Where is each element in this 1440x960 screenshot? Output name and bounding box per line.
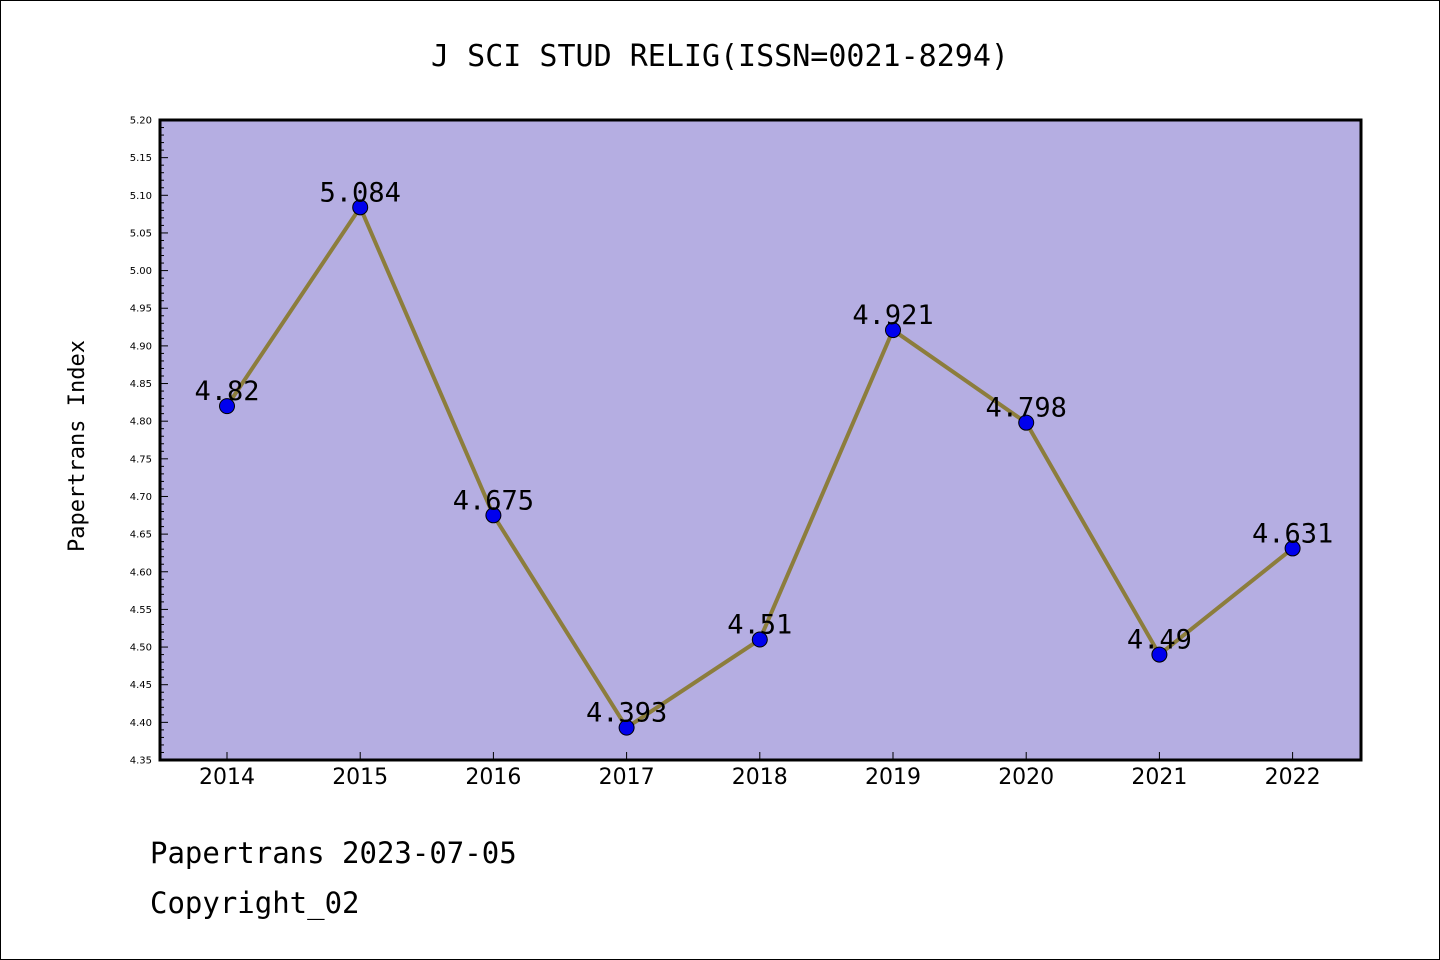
chart-title: J SCI STUD RELIG(ISSN=0021-8294) xyxy=(431,39,1009,74)
y-tick-label: 4.90 xyxy=(130,341,152,352)
data-label: 4.393 xyxy=(586,698,667,729)
y-tick-label: 4.65 xyxy=(130,530,152,541)
y-tick-label: 4.75 xyxy=(130,454,152,465)
marker-group xyxy=(219,199,1301,736)
data-point xyxy=(1018,414,1035,431)
footer-source: Papertrans 2023-07-05 xyxy=(150,836,517,870)
data-point xyxy=(618,719,635,736)
x-tick-label: 2022 xyxy=(1265,765,1321,790)
data-point xyxy=(485,507,502,524)
data-label: 4.798 xyxy=(986,393,1067,424)
footer-copyright: Copyright_02 xyxy=(150,886,360,921)
data-label: 4.49 xyxy=(1127,625,1192,656)
data-point xyxy=(751,631,768,648)
y-tick-label: 5.15 xyxy=(130,153,152,164)
data-point xyxy=(352,199,369,216)
y-tick-label: 4.45 xyxy=(130,680,152,691)
x-tick-label: 2019 xyxy=(865,765,921,790)
data-label: 4.51 xyxy=(727,610,792,641)
x-tick-label: 2018 xyxy=(732,765,788,790)
x-tick-label: 2017 xyxy=(599,765,655,790)
plot-border xyxy=(158,118,1363,762)
y-tick-label: 4.55 xyxy=(130,605,152,616)
data-point xyxy=(1151,646,1168,663)
y-tick-label: 4.35 xyxy=(130,756,152,767)
data-label: 5.084 xyxy=(320,177,401,208)
x-tick-label: 2015 xyxy=(332,765,388,790)
plot-area xyxy=(160,120,1361,760)
data-point xyxy=(885,322,901,339)
data-label: 4.631 xyxy=(1252,518,1333,549)
x-tick-label: 2020 xyxy=(998,765,1054,790)
y-tick-label: 5.10 xyxy=(130,191,152,202)
data-point xyxy=(1284,540,1301,557)
data-label: 4.921 xyxy=(852,300,933,331)
y-tick-label: 4.40 xyxy=(130,718,152,729)
x-tick-label: 2014 xyxy=(199,765,255,790)
y-tick-label: 4.85 xyxy=(130,379,152,390)
y-tick-label: 4.70 xyxy=(130,492,152,503)
y-tick-label: 4.80 xyxy=(130,417,152,428)
data-label-group: 4.82 5.084 4.675 4.393 4.51 4.921 4.798 4.49 4.6… xyxy=(194,177,1333,728)
y-axis-label: Papertrans Index xyxy=(65,340,90,552)
y-tick-label: 5.00 xyxy=(130,266,152,277)
data-label: 4.82 xyxy=(194,376,259,407)
y-tick-label: 4.60 xyxy=(130,567,152,578)
x-axis: 2014 2015 2016 2017 2018 2019 2020 2021 2022 xyxy=(199,752,1321,790)
data-point xyxy=(219,398,235,415)
data-label: 4.675 xyxy=(453,485,534,516)
y-tick-label: 5.05 xyxy=(130,228,152,239)
x-tick-label: 2016 xyxy=(465,765,521,790)
y-tick-label: 5.20 xyxy=(130,116,152,127)
y-tick-label: 4.50 xyxy=(130,643,152,654)
x-tick-label: 2021 xyxy=(1131,765,1187,790)
y-tick-label: 4.95 xyxy=(130,304,152,315)
